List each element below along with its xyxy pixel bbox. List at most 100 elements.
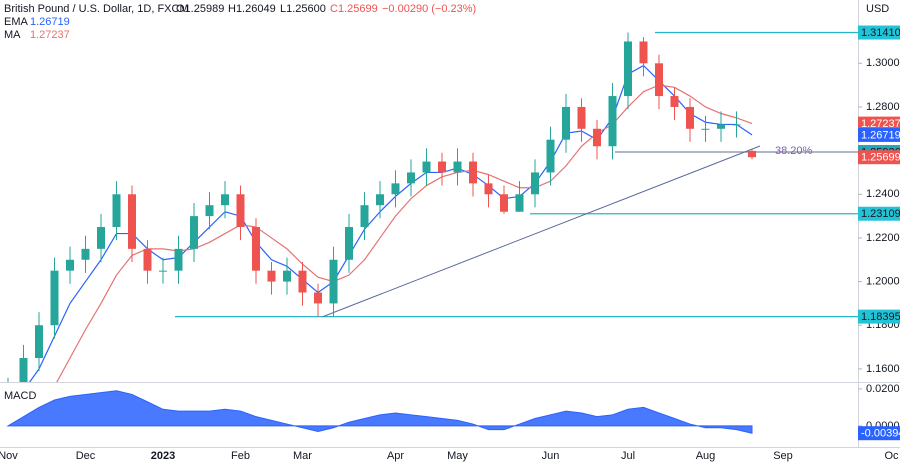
- x-tick-label: Mar: [293, 450, 312, 462]
- candle-body: [143, 248, 152, 271]
- candle-body: [35, 325, 43, 358]
- candle-body: [686, 106, 694, 129]
- candle-body: [298, 270, 307, 293]
- x-tick-label: Oc: [884, 450, 899, 462]
- candle-body: [670, 96, 679, 107]
- candle-body: [159, 270, 167, 272]
- fib-label: 38.20%: [775, 145, 813, 157]
- price-tag: [858, 25, 900, 40]
- candle-body: [391, 183, 400, 195]
- y-tick-label: 1.24000: [866, 188, 900, 200]
- candle-body: [221, 194, 229, 206]
- candle-body: [717, 124, 725, 129]
- candle-body: [50, 270, 59, 326]
- symbol: British Pound / U.S. Dollar, 1D, FXCM: [4, 3, 189, 15]
- candle-body: [608, 96, 617, 147]
- candle-body: [422, 161, 431, 173]
- candle-body: [469, 161, 477, 184]
- ma-name: MA: [4, 29, 21, 41]
- candle-body: [500, 194, 508, 212]
- price-tag-label: 1.25699: [861, 152, 900, 164]
- price-tag-label: -0.00394: [861, 428, 900, 440]
- price-tag-label: 1.18395: [861, 311, 900, 323]
- macd-name: MACD: [4, 390, 36, 402]
- candle-body: [376, 194, 384, 206]
- price-tag: [858, 426, 900, 441]
- price-tag-label: 1.27237: [861, 118, 900, 130]
- candle-body: [484, 183, 493, 195]
- candle-body: [112, 194, 121, 228]
- candle-body: [531, 172, 539, 195]
- candle-body: [314, 292, 322, 304]
- candle-body: [546, 139, 555, 173]
- x-tick-label: Jul: [621, 450, 635, 462]
- candle-body: [577, 106, 586, 129]
- high: H1.26049: [228, 3, 276, 15]
- candle-body: [190, 216, 198, 249]
- y-tick-label: 1.28000: [866, 101, 900, 113]
- candle-body: [732, 124, 741, 126]
- candle-body: [81, 248, 90, 260]
- x-tick-label: Jun: [542, 450, 560, 462]
- y-tick-label: 1.30000: [866, 57, 900, 69]
- x-tick-label: Apr: [387, 450, 404, 462]
- macd-pane: [6, 390, 753, 434]
- ma-value: 1.27237: [30, 29, 70, 41]
- candle-body: [205, 205, 214, 217]
- currency: USD: [866, 3, 889, 15]
- x-tick-label: Dec: [76, 450, 96, 462]
- x-tick-label: Feb: [231, 450, 250, 462]
- x-tick-label: Sep: [773, 450, 793, 462]
- candle-body: [655, 63, 663, 97]
- candle-body: [515, 194, 524, 212]
- candle-body: [97, 227, 105, 249]
- price-pane: [7, 31, 858, 382]
- x-tick-label: 2023: [151, 450, 175, 462]
- candle-body: [19, 357, 28, 382]
- candle-body: [562, 106, 570, 140]
- x-tick-label: Aug: [696, 450, 716, 462]
- open: O1.25989: [176, 3, 224, 15]
- candle-body: [329, 259, 338, 304]
- candle-body: [453, 161, 462, 173]
- x-tick-label: Nov: [0, 450, 18, 462]
- candle-body: [252, 227, 260, 271]
- price-tag-label: 1.31410: [861, 27, 900, 39]
- ema-name: EMA: [4, 16, 29, 28]
- y-tick-label: 1.22000: [866, 232, 900, 244]
- candle-body: [593, 128, 601, 147]
- price-tag-label: 1.23109: [861, 208, 900, 220]
- candle-body: [748, 150, 756, 158]
- candle-body: [438, 161, 446, 173]
- candle-body: [360, 205, 369, 228]
- price-tag: [858, 206, 900, 221]
- price-tag: [858, 116, 900, 131]
- candle-body: [66, 259, 74, 271]
- header: British Pound / U.S. Dollar, 1D, FXCM O1…: [4, 3, 476, 402]
- candle-body: [407, 172, 415, 184]
- ema-value: 1.26719: [30, 16, 70, 28]
- trend-line: [322, 145, 761, 318]
- y-tick-label: 1.20000: [866, 275, 900, 287]
- price-tag: [858, 127, 900, 142]
- low: L1.25600: [280, 3, 326, 15]
- price-tag: [858, 150, 900, 165]
- price-tag: [858, 309, 900, 324]
- candle-body: [345, 227, 353, 260]
- candle-body: [128, 194, 136, 249]
- price-tag-label: 1.26719: [861, 129, 900, 141]
- macd-area: [6, 390, 753, 434]
- change: −0.00290 (−0.23%): [382, 3, 476, 15]
- close: C1.25699: [330, 3, 378, 15]
- x-tick-label: May: [447, 450, 468, 462]
- candle-body: [267, 270, 276, 282]
- candle-body: [639, 41, 648, 64]
- candle-body: [283, 270, 291, 282]
- candle-body: [701, 128, 710, 130]
- candle-body: [236, 194, 245, 228]
- candle-body: [174, 248, 183, 271]
